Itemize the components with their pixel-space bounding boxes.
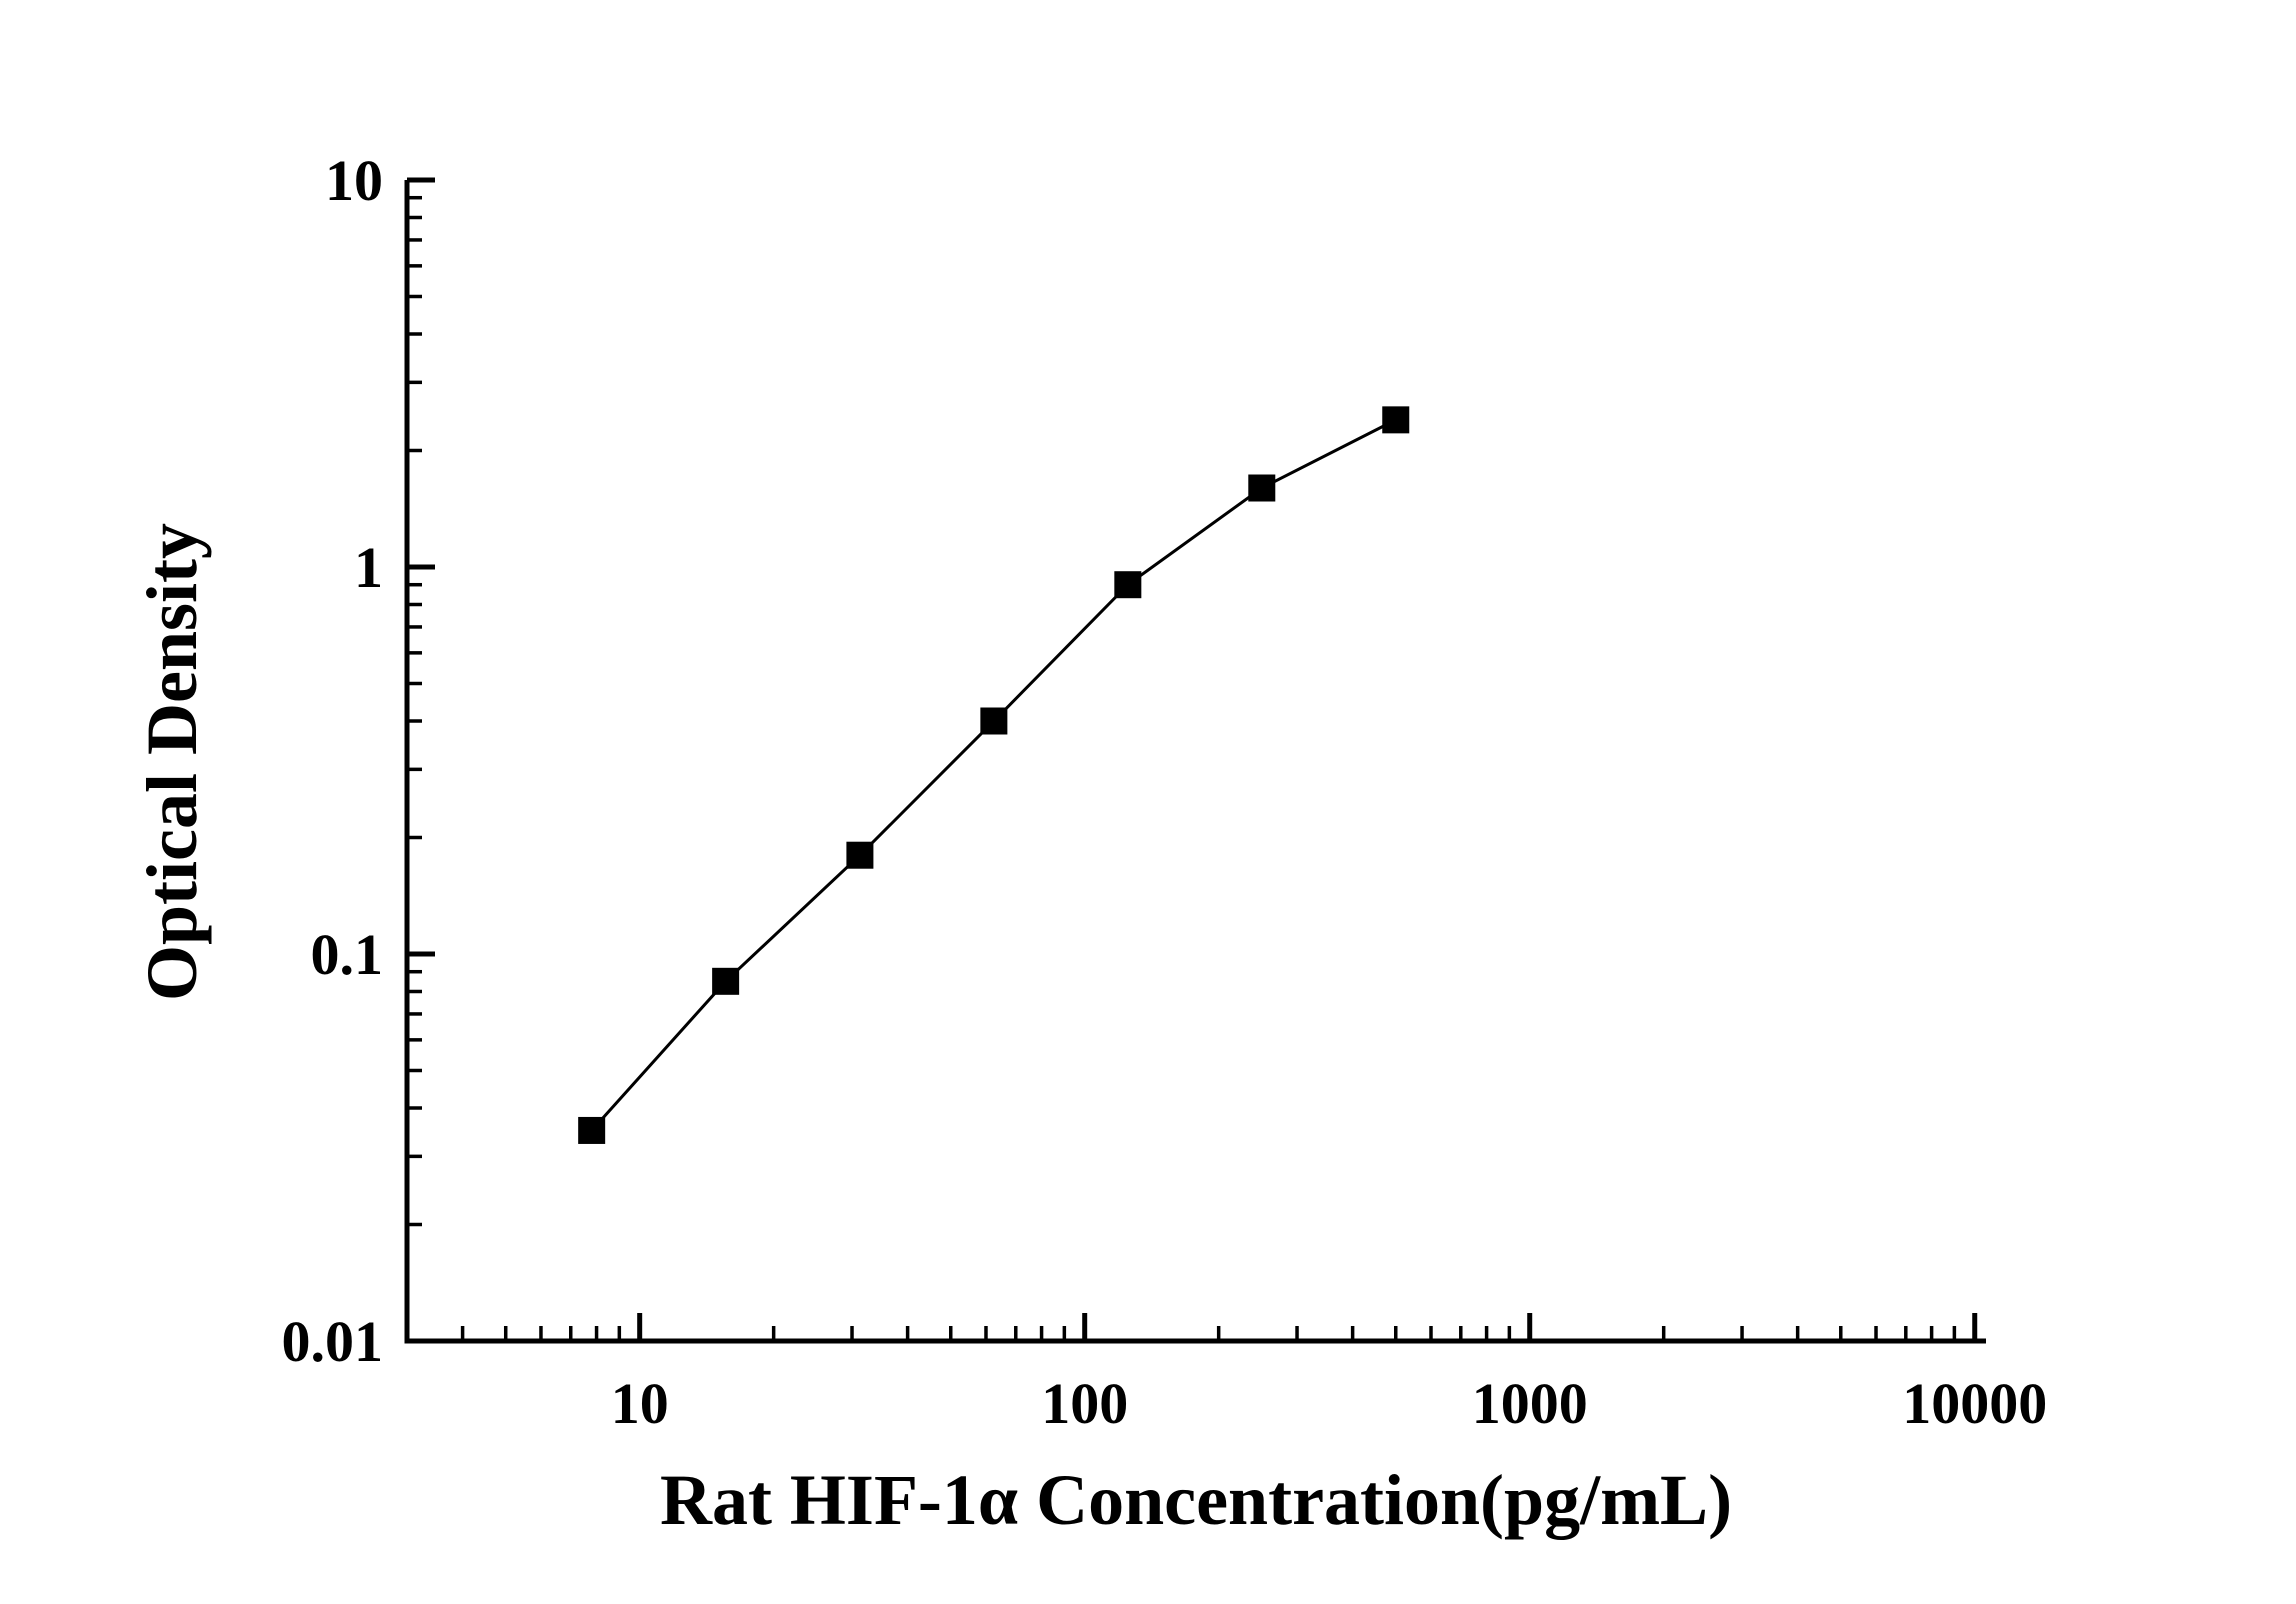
data-point-marker xyxy=(578,1116,606,1144)
y-tick-label: 10 xyxy=(325,148,383,213)
x-tick-label: 100 xyxy=(1041,1371,1128,1436)
tick-label-layer: 10 100 1000 10000 0.01 0.1 1 10 xyxy=(282,148,2048,1436)
axes-layer xyxy=(404,177,1986,1344)
data-point-marker xyxy=(846,841,874,869)
series-layer xyxy=(578,406,1410,1144)
data-point-marker xyxy=(1382,406,1410,434)
x-axis-title: Rat HIF-1α Concentration(pg/mL) xyxy=(660,1460,1732,1540)
x-tick-label: 10 xyxy=(611,1371,669,1436)
data-point-marker xyxy=(1248,474,1276,502)
standard-curve-line xyxy=(590,418,1397,1132)
y-tick-label: 1 xyxy=(354,535,383,600)
x-tick-label: 10000 xyxy=(1902,1371,2047,1436)
data-point-marker xyxy=(1114,571,1142,599)
data-point-marker xyxy=(980,707,1008,735)
x-tick-label: 1000 xyxy=(1472,1371,1588,1436)
y-tick-label: 0.01 xyxy=(282,1309,384,1374)
y-axis-title: Optical Density xyxy=(132,523,212,1001)
y-tick-label: 0.1 xyxy=(311,922,384,987)
data-point-marker xyxy=(712,967,740,995)
